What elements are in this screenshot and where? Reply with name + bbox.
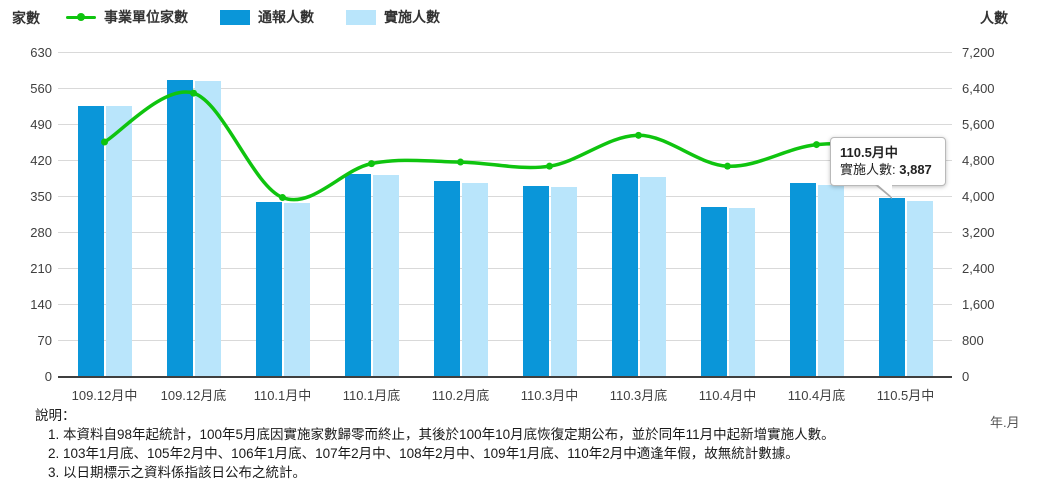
x-tick-label: 110.4月中 [698,388,757,403]
legend-item-reported[interactable]: 通報人數 [220,7,314,27]
bar-通報人數[interactable] [611,174,638,376]
x-tick-label: 109.12月底 [160,388,227,403]
bar-通報人數[interactable] [433,180,460,376]
gridline [58,52,952,53]
bar-swatch-icon [220,9,250,25]
legend: 事業單位家數 通報人數 實施人數 [66,7,440,27]
y-tick-left: 70 [37,333,52,348]
y-tick-left: 560 [30,81,52,96]
notes: 說明： 1. 本資料自98年起統計，100年5月底因實施家數歸零而終止，其後於1… [35,406,1035,482]
gridline [58,304,952,305]
bar-通報人數[interactable] [700,206,727,376]
legend-label: 通報人數 [258,9,314,25]
x-tick-label: 110.1月底 [342,388,401,403]
gridline [58,88,952,89]
line-point[interactable] [368,160,375,168]
x-axis-line [58,376,952,378]
bar-實施人數[interactable] [728,207,755,376]
y-tick-right: 7,200 [962,45,995,60]
gridline [58,268,952,269]
x-tick-label: 110.2月底 [431,388,490,403]
legend-item-implemented[interactable]: 實施人數 [346,7,440,27]
bar-實施人數[interactable] [639,177,666,376]
y-tick-right: 1,600 [962,297,995,312]
right-axis-title: 人數 [980,10,1008,26]
bar-通報人數[interactable] [344,173,371,376]
note-line: 2. 103年1月底、105年2月中、106年1月底、107年2月中、108年2… [48,446,799,461]
bar-實施人數[interactable] [550,187,577,376]
legend-item-line[interactable]: 事業單位家數 [66,7,188,27]
bar-實施人數[interactable] [461,182,488,376]
x-tick-label: 110.3月中 [520,388,579,403]
gridline [58,196,952,197]
y-tick-left: 630 [30,45,52,60]
y-tick-right: 2,400 [962,261,995,276]
line-point[interactable] [724,162,731,170]
line-point[interactable] [279,194,286,202]
bar-實施人數[interactable] [105,106,132,376]
y-tick-left: 420 [30,153,52,168]
x-tick-label: 110.4月底 [787,388,846,403]
x-tick-label: 110.1月中 [253,388,312,403]
bar-實施人數[interactable] [372,175,399,376]
y-tick-left: 0 [44,369,52,384]
line-point[interactable] [635,131,642,139]
bar-通報人數[interactable] [166,80,193,376]
bar-swatch-icon [346,9,376,25]
tooltip-value-row: 實施人數: 3,887 [840,162,932,177]
note-line: 3. 以日期標示之資料係指該日公布之統計。 [48,465,307,480]
line-marker-icon [66,13,96,21]
y-tick-left: 280 [30,225,52,240]
x-axis-unit-label: 年.月 [990,415,1020,430]
legend-label: 實施人數 [384,9,440,25]
y-tick-right: 5,600 [962,117,995,132]
y-tick-left: 350 [30,189,52,204]
y-tick-left: 140 [30,297,52,312]
bar-實施人數[interactable] [906,201,933,376]
legend-label: 事業單位家數 [104,9,188,25]
plot-area [58,52,952,376]
bar-實施人數[interactable] [817,184,844,376]
note-line: 1. 本資料自98年起統計，100年5月底因實施家數歸零而終止，其後於100年1… [48,427,835,442]
y-tick-right: 800 [962,333,984,348]
gridline [58,124,952,125]
gridline [58,232,952,233]
line-point[interactable] [101,138,108,146]
y-tick-right: 4,800 [962,153,995,168]
x-tick-label: 110.5月中 [876,388,935,403]
y-tick-right: 3,200 [962,225,995,240]
bar-通報人數[interactable] [522,186,549,376]
bar-實施人數[interactable] [194,81,221,376]
company-count-line [101,89,909,202]
gridline [58,340,952,341]
line-point[interactable] [546,162,553,170]
tooltip-arrow-icon [877,184,892,197]
y-tick-left: 490 [30,117,52,132]
tooltip-title: 110.5月中 [840,145,898,160]
bar-實施人數[interactable] [283,203,310,376]
notes-heading: 說明： [35,408,76,423]
y-tick-left: 210 [30,261,52,276]
y-tick-right: 4,000 [962,189,995,204]
line-point[interactable] [813,141,820,149]
gridline [58,160,952,161]
y-tick-right: 6,400 [962,81,995,96]
bar-通報人數[interactable] [77,105,104,376]
left-axis-title: 家數 [12,10,40,26]
bar-通報人數[interactable] [878,198,905,376]
y-tick-right: 0 [962,369,970,384]
line-point[interactable] [457,158,464,166]
bar-通報人數[interactable] [789,182,816,376]
x-tick-label: 110.3月底 [609,388,668,403]
bar-通報人數[interactable] [255,202,282,376]
line-point[interactable] [190,89,197,97]
x-tick-label: 109.12月中 [71,388,138,403]
tooltip: 110.5月中 實施人數: 3,887 [830,137,946,199]
